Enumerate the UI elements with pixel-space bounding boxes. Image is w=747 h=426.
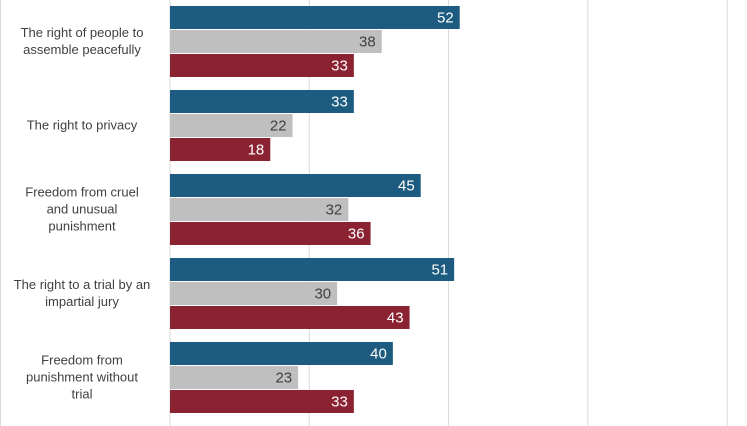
data-label: 30: [314, 286, 331, 303]
data-label: 45: [398, 178, 415, 195]
bar: [170, 390, 354, 413]
data-label: 33: [331, 394, 348, 411]
bars: 52 38 33 33 22 18 45 32 36 51 30 43 40 23 33: [170, 6, 460, 413]
bar: [170, 138, 271, 161]
bar: [170, 222, 371, 245]
bar: [170, 174, 421, 197]
bar: [170, 282, 338, 305]
data-label: 33: [331, 58, 348, 75]
bar: [170, 30, 382, 53]
data-label: 51: [431, 262, 448, 279]
data-label: 36: [348, 226, 365, 243]
data-label: 40: [370, 346, 387, 363]
bar: [170, 90, 354, 113]
category-label: Freedom from punishment without trial: [26, 353, 138, 402]
category-label: Freedom from cruel and unusual punishment: [25, 185, 139, 234]
data-label: 23: [275, 370, 292, 387]
bar: [170, 306, 410, 329]
data-label: 33: [331, 94, 348, 111]
category-labels: The right of people to assemble peacefull…: [14, 25, 151, 402]
bar: [170, 6, 460, 29]
bar: [170, 366, 299, 389]
data-label: 18: [248, 142, 265, 159]
bar: [170, 114, 293, 137]
bar: [170, 342, 393, 365]
bar: [170, 54, 354, 77]
bar: [170, 198, 349, 221]
category-label: The right to a trial by an impartial jury: [14, 277, 151, 309]
data-label: 43: [387, 310, 404, 327]
data-label: 32: [326, 202, 343, 219]
data-label: 52: [437, 10, 454, 27]
category-label: The right of people to assemble peacefull…: [21, 25, 144, 57]
data-label: 22: [270, 118, 287, 135]
category-label: The right to privacy: [27, 118, 138, 133]
bar: [170, 258, 455, 281]
data-label: 38: [359, 34, 376, 51]
